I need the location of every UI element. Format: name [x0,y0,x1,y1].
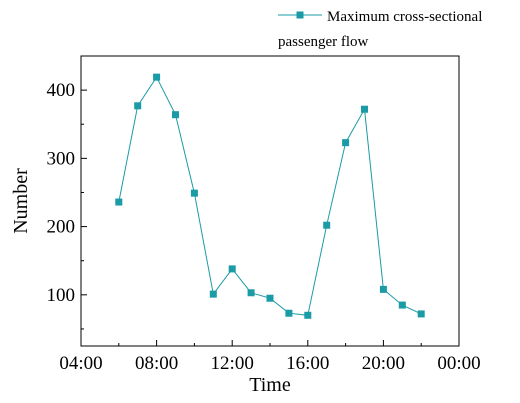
x-tick-label: 20:00 [362,353,405,374]
x-tick-label: 00:00 [437,353,480,374]
series-line [118,76,422,316]
x-tick-label: 04:00 [59,353,102,374]
x-tick-label: 08:00 [135,353,178,374]
data-point [172,111,179,119]
data-point [134,102,142,110]
data-point [379,285,387,293]
data-point [115,198,123,206]
legend: Maximum cross-sectional passenger flow [278,9,482,50]
data-point [361,105,368,113]
x-tick-label: 16:00 [286,353,329,374]
data-point [153,73,161,81]
y-axis-title: Number [10,168,32,234]
y-tick-label: 100 [47,285,76,306]
legend-label-continued: passenger flow [278,34,369,50]
data-point [323,221,331,229]
y-tick-label: 400 [47,80,76,101]
legend-marker [296,11,304,19]
y-tick-label: 200 [47,217,76,238]
data-point [285,309,293,317]
x-axis-title: Time [249,374,291,396]
x-tick-label: 12:00 [211,353,254,374]
data-point [398,301,406,309]
data-point [228,265,236,273]
data-point [266,294,274,302]
data-point [342,139,350,147]
data-point [190,189,198,197]
series-layer [115,73,425,319]
axes: 04:00 08:00 12:00 16:00 20:00 00:00 100 200 300 4… [47,55,481,374]
data-point [304,311,312,319]
data-point [417,310,425,318]
data-point [209,290,217,298]
y-tick-label: 300 [47,148,76,169]
data-point [247,289,255,297]
legend-label: Maximum cross-sectional [327,9,482,25]
